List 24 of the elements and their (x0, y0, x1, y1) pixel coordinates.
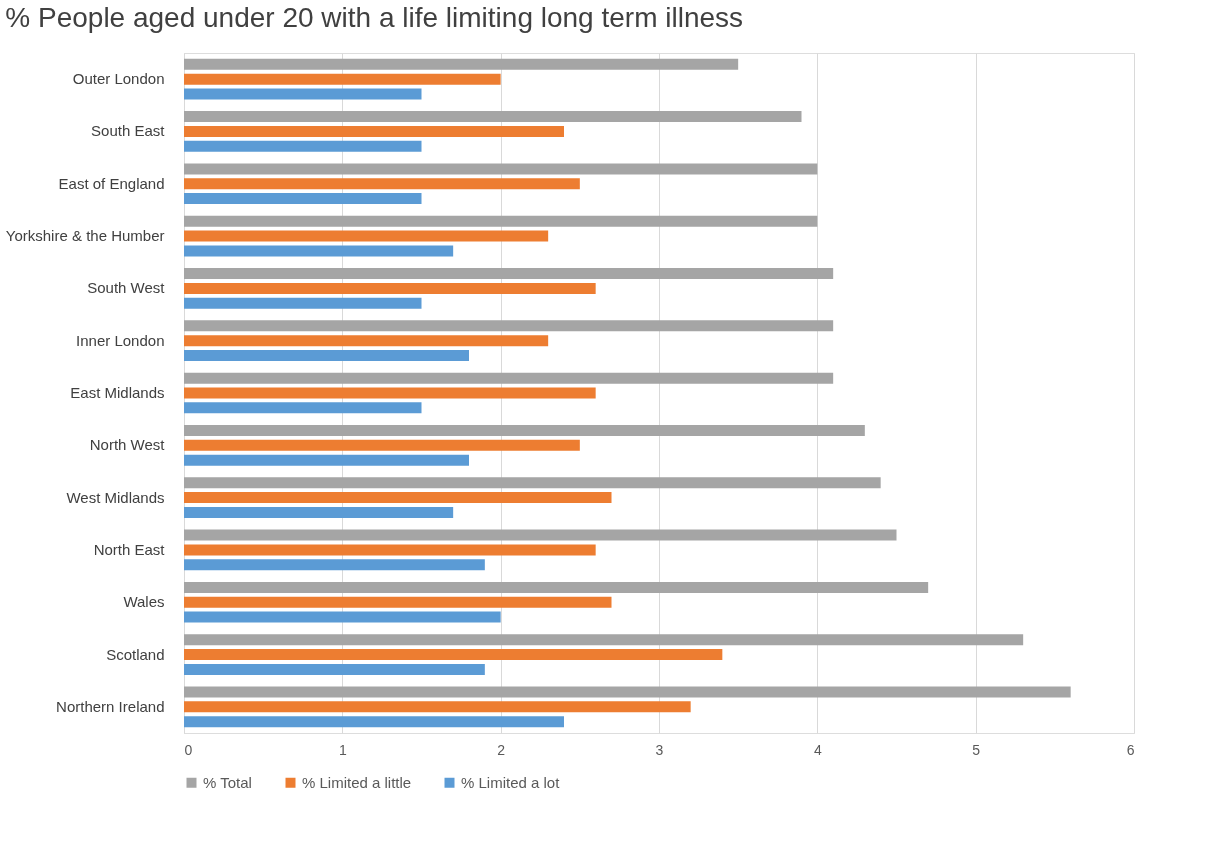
y-tick-label: Wales (123, 593, 165, 611)
x-tick-label: 5 (972, 741, 981, 758)
y-tick-label: Scotland (106, 645, 165, 663)
y-tick-label: Outer London (72, 70, 165, 88)
y-tick-label: East Midlands (70, 384, 165, 401)
legend-label: % Limited a little (302, 773, 412, 791)
y-tick-label: South West (87, 279, 166, 297)
x-tick-label: 2 (497, 741, 506, 758)
y-tick-label: East of England (58, 174, 165, 192)
x-tick-label: 0 (184, 741, 193, 758)
x-tick-label: 6 (1126, 741, 1135, 758)
x-tick-label: 4 (813, 741, 822, 758)
y-tick-label: North West (89, 436, 166, 454)
legend-label: % Limited a lot (461, 773, 561, 791)
y-tick-label: North East (93, 540, 166, 558)
y-tick-label: Inner London (76, 331, 165, 349)
y-tick-label: South East (91, 122, 166, 140)
x-tick-label: 3 (655, 741, 664, 758)
chart-title: % People aged under 20 with a life limiting long term illness (5, 2, 744, 33)
y-tick-label: Northern Ireland (56, 697, 165, 715)
legend-label: % Total (203, 773, 252, 791)
y-tick-label: West Midlands (66, 488, 165, 506)
x-tick-label: 1 (338, 741, 347, 758)
y-tick-label: Yorkshire & the Humber (5, 227, 165, 245)
